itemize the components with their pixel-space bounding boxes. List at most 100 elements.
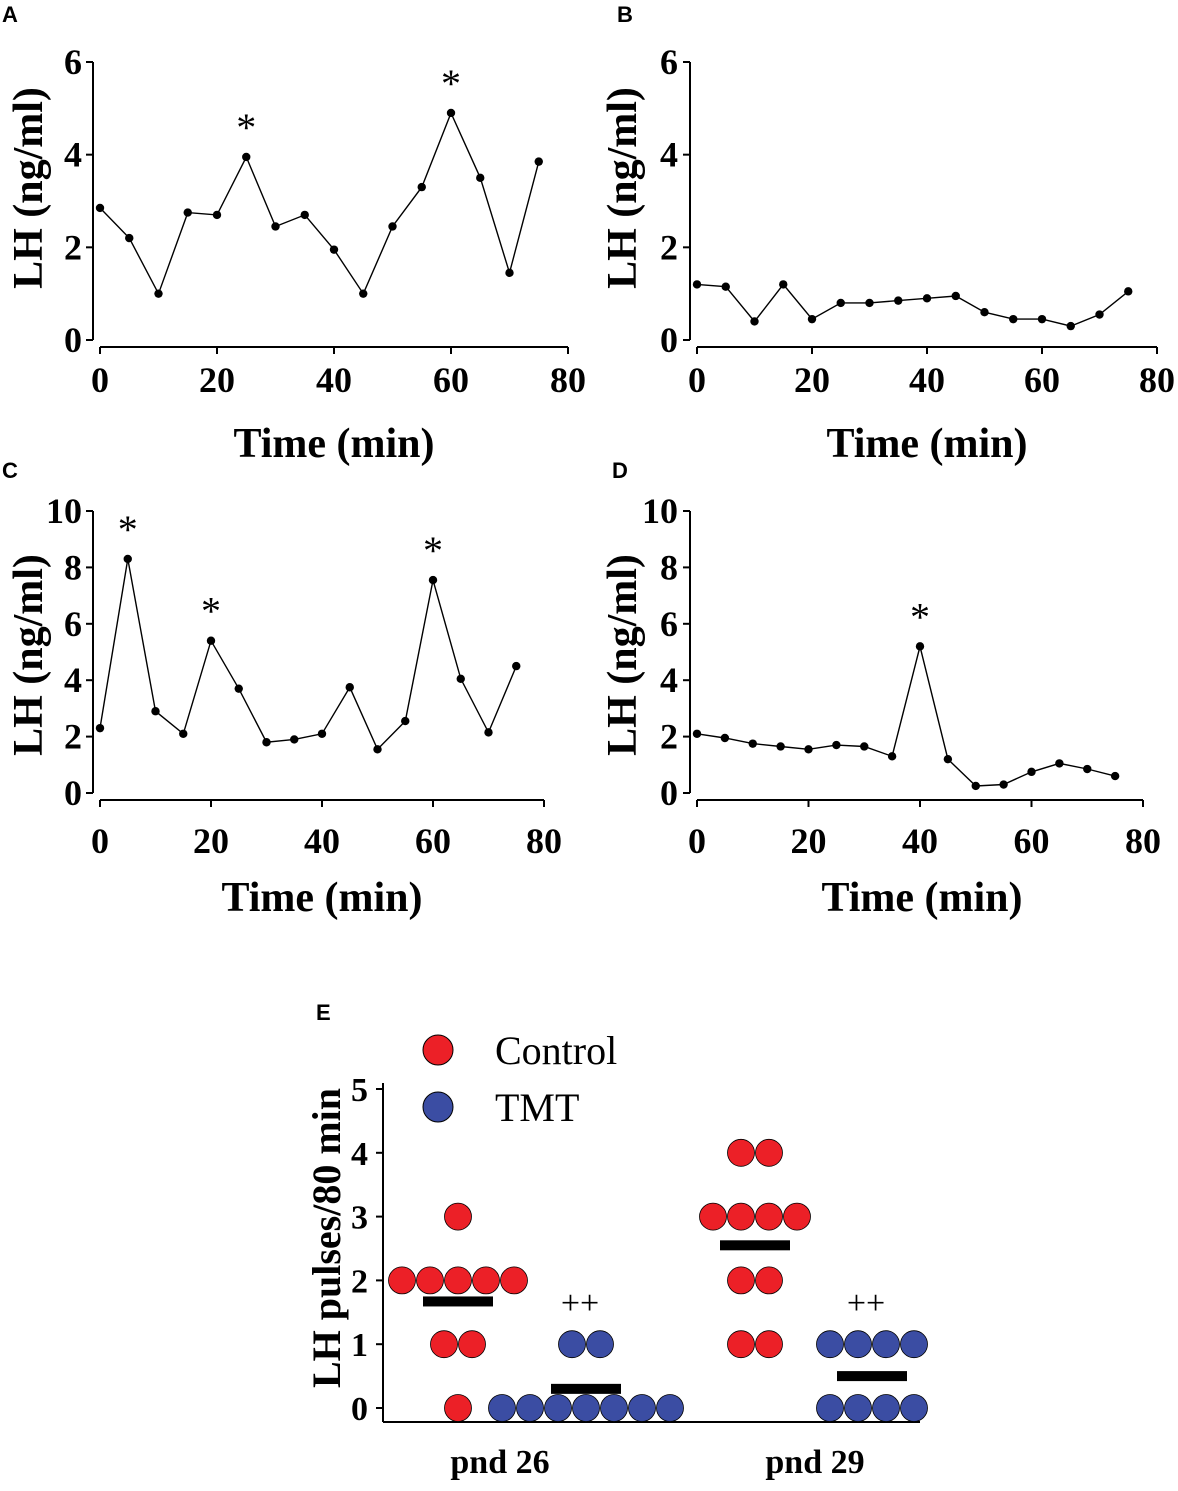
- panel-e-data-point: [572, 1394, 600, 1422]
- panel-a-x-tick-label: 0: [91, 360, 109, 400]
- panel-e-y-tick-label: 2: [351, 1263, 368, 1300]
- panel-c-x-tick-label: 20: [193, 821, 229, 861]
- panel-d-y-axis-title: LH (ng/ml): [600, 554, 646, 756]
- panel-d-letter: D: [612, 458, 628, 483]
- panel-d-y-tick-label: 4: [660, 660, 678, 700]
- panel-d-data-point: [1055, 759, 1064, 768]
- panel-c-y-tick-label: 10: [46, 491, 82, 531]
- panel-a-data-point: [446, 108, 456, 118]
- panel-c-data-point: [456, 674, 465, 683]
- panel-c-y-tick-label: 8: [64, 547, 82, 587]
- panel-d-x-tick-label: 60: [1014, 821, 1050, 861]
- legend-control-label: Control: [495, 1028, 617, 1073]
- panel-e-data-point: [430, 1330, 458, 1359]
- panel-c-data-point: [428, 575, 438, 585]
- legend-control-marker: [422, 1034, 454, 1066]
- panel-e-data-point: [816, 1394, 844, 1422]
- panel-e-data-point: [444, 1202, 472, 1231]
- panel-e-data-point: [500, 1266, 528, 1295]
- panel-d-data-point: [748, 739, 757, 748]
- panel-d: D 0 2 4 6 8 10 0 20 40 60 80 Time (min) LH (ng/ml)…: [600, 458, 1161, 921]
- panel-e-data-point: [388, 1266, 416, 1295]
- panel-d-series-line: [696, 646, 1116, 787]
- panel-d-data-point: [915, 642, 925, 651]
- panel-b-y-axis-title: LH (ng/ml): [600, 87, 646, 289]
- panel-c-x-tick-label: 0: [91, 821, 109, 861]
- panel-e-category-pnd29: pnd 29: [765, 1444, 864, 1481]
- panel-b-data-point: [692, 280, 702, 289]
- panel-c-data-point: [262, 738, 271, 747]
- panel-b-data-point: [807, 314, 817, 324]
- panel-e-y-tick-label: 5: [351, 1072, 368, 1109]
- panel-a-data-point: [242, 152, 251, 162]
- panel-e-data-point: [600, 1394, 628, 1422]
- panel-b-data-point: [922, 294, 932, 303]
- panel-a-series-line: [99, 111, 540, 296]
- panel-d-data-point: [999, 780, 1008, 789]
- panel-b-y-tick-label: 0: [660, 320, 678, 360]
- panel-b-x-tick-label: 20: [794, 360, 830, 400]
- panel-a-data-point: [212, 210, 222, 220]
- panel-e-y-tick-label: 4: [351, 1136, 368, 1173]
- panel-a-data-point: [271, 222, 280, 231]
- panel-e-letter: E: [316, 1000, 331, 1025]
- panel-c-data-point: [234, 684, 243, 693]
- panel-e-mean-bar: [720, 1240, 790, 1251]
- panel-e-data-point: [727, 1202, 755, 1231]
- panel-a-data-point: [476, 173, 485, 183]
- panel-b-x-tick-label: 80: [1139, 360, 1175, 400]
- panel-b-data-point: [750, 317, 759, 326]
- panel-e-data-point: [872, 1330, 900, 1359]
- panel-a-pulse-marker: *: [236, 105, 256, 150]
- legend: Control TMT: [422, 1028, 617, 1130]
- panel-d-y-tick-label: 2: [660, 717, 678, 757]
- panel-d-x-tick-label: 40: [902, 821, 938, 861]
- panel-e-marks: ++ ++: [388, 1138, 928, 1422]
- panel-a-data-point: [417, 182, 426, 192]
- panel-b-series-line: [696, 283, 1129, 327]
- panel-e-data-point: [586, 1330, 614, 1359]
- panel-b-data-point: [1037, 314, 1047, 324]
- legend-tmt-marker: [422, 1091, 454, 1123]
- panel-b-data-point: [721, 282, 730, 291]
- panel-a-x-tick-label: 20: [199, 360, 235, 400]
- panel-e-data-point: [900, 1394, 928, 1422]
- panel-c-data-point: [123, 554, 132, 564]
- panel-b-data-point: [836, 298, 845, 308]
- panel-d-x-tick-label: 0: [688, 821, 706, 861]
- panel-c-data-point: [317, 729, 327, 738]
- panel-a-data-point: [183, 208, 192, 217]
- panel-d-data-point: [943, 754, 953, 764]
- panel-e-data-point: [783, 1202, 811, 1231]
- panel-d-y-tick-label: 6: [660, 604, 678, 644]
- panel-a-data-point: [95, 203, 105, 213]
- panel-a-data-point: [505, 268, 514, 278]
- panel-e-significance: ++: [847, 1285, 885, 1322]
- panel-d-data-point: [860, 742, 869, 751]
- panel-a-data-point: [300, 210, 309, 220]
- panel-d-x-axis-title: Time (min): [821, 875, 1022, 921]
- panel-d-data-point: [1110, 771, 1120, 781]
- panel-d-data-point: [971, 781, 980, 791]
- panel-b-y-tick-label: 2: [660, 227, 678, 267]
- panel-c-data-point: [151, 707, 160, 716]
- panel-e-data-point: [656, 1394, 684, 1422]
- panel-d-data-point: [1027, 767, 1036, 777]
- panel-e-significance: ++: [561, 1285, 599, 1322]
- panel-c-data-point: [484, 728, 493, 737]
- panel-e-y-tick-label: 1: [351, 1327, 368, 1364]
- panel-b-data-point: [980, 308, 989, 317]
- panel-c-data-point: [95, 723, 105, 733]
- panel-d-data-point: [804, 745, 813, 754]
- panel-d-y-tick-label: 10: [642, 491, 678, 531]
- panel-a-y-tick-label: 6: [64, 42, 82, 82]
- panel-c-data-point: [373, 745, 382, 754]
- panel-e-data-point: [416, 1266, 444, 1295]
- panel-c-y-tick-label: 0: [64, 773, 82, 813]
- panel-e-data-point: [872, 1394, 900, 1422]
- panel-e-data-point: [444, 1394, 472, 1422]
- panel-c-data-point: [206, 636, 216, 645]
